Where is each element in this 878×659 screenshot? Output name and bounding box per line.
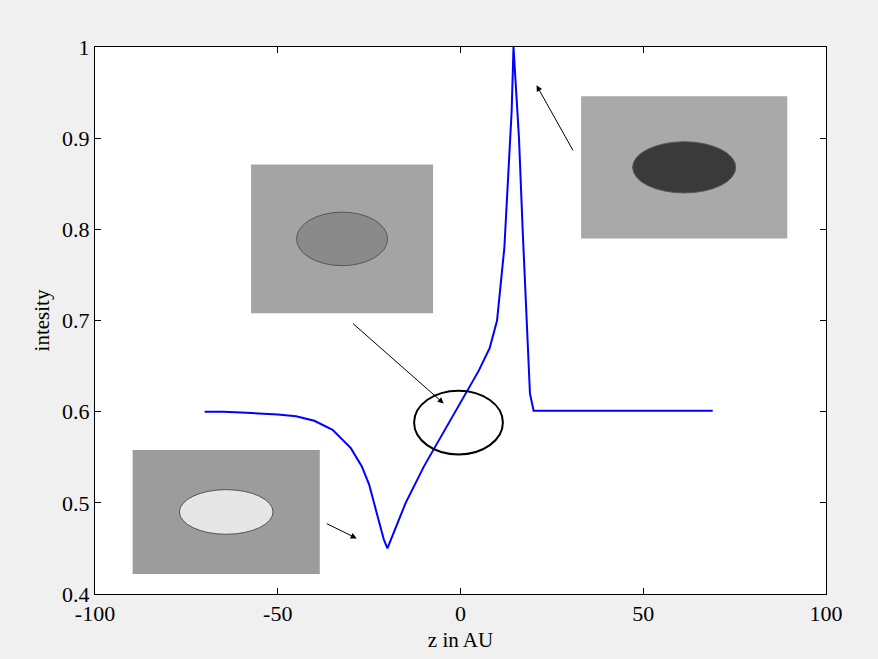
svg-text:-50: -50 — [263, 601, 292, 626]
svg-text:100: 100 — [810, 601, 843, 626]
svg-text:0.9: 0.9 — [62, 126, 90, 151]
svg-text:z in AU: z in AU — [428, 628, 493, 652]
svg-text:0.5: 0.5 — [62, 491, 90, 516]
svg-text:0.7: 0.7 — [62, 308, 90, 333]
svg-text:50: 50 — [632, 601, 654, 626]
svg-text:0.4: 0.4 — [62, 582, 90, 607]
svg-text:1: 1 — [79, 35, 90, 60]
svg-text:0.6: 0.6 — [62, 399, 90, 424]
svg-text:intesity: intesity — [30, 289, 54, 351]
svg-text:-100: -100 — [75, 601, 115, 626]
svg-text:0.8: 0.8 — [62, 217, 90, 242]
svg-text:0: 0 — [455, 601, 466, 626]
